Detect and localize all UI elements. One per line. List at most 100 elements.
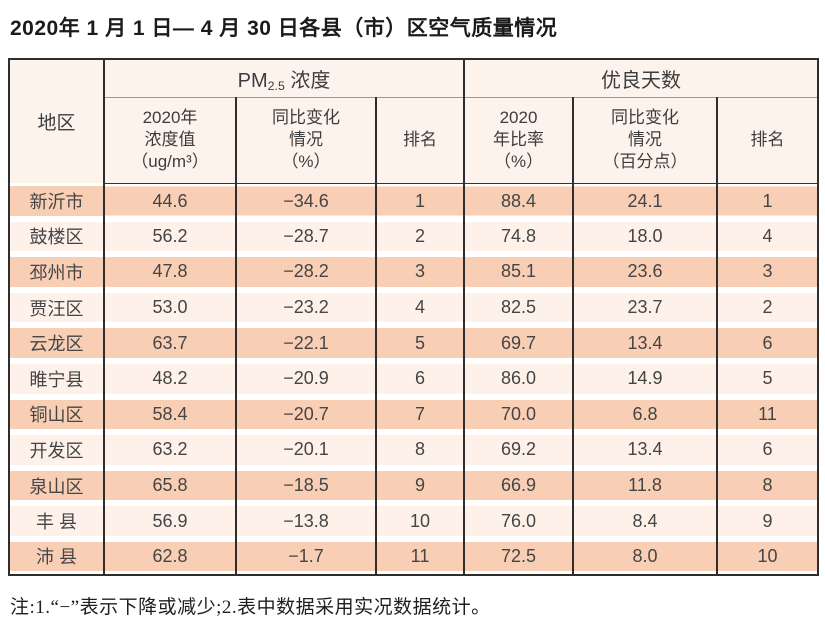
table-row: 贾汪区 53.0 −23.2 4 82.5 23.7 2 — [8, 289, 820, 326]
ratio-change-cell: 18.0 — [572, 218, 719, 255]
pm-change-cell: −1.7 — [235, 538, 377, 575]
pm-rank-cell: 11 — [374, 538, 466, 575]
ratio-rank-cell: 9 — [716, 503, 820, 539]
pm-subscript: 2.5 — [267, 78, 285, 93]
pm-rank-cell: 1 — [374, 183, 466, 219]
table-header: 地区 PM2.5 浓度 优良天数 2020年 浓度值 （ug/m³） 同比变化 … — [8, 59, 820, 184]
region-cell: 新沂市 — [8, 183, 105, 219]
ratio-cell: 70.0 — [463, 396, 575, 433]
region-cell: 开发区 — [8, 432, 105, 468]
pm-rank-cell: 2 — [374, 218, 466, 255]
ratio-cell: 86.0 — [463, 360, 575, 397]
good-change-header: 同比变化 情况 （百分点） — [572, 97, 719, 184]
pm-value-header: 2020年 浓度值 （ug/m³） — [103, 97, 237, 184]
pm-change-header: 同比变化 情况 （%） — [235, 97, 377, 184]
ratio-change-cell: 23.7 — [572, 289, 719, 326]
table-row: 开发区 63.2 −20.1 8 69.2 13.4 6 — [8, 432, 820, 468]
ratio-cell: 82.5 — [463, 289, 575, 326]
table-body: 新沂市 44.6 −34.6 1 88.4 24.1 1 鼓楼区 56.2 −2… — [8, 183, 820, 575]
pm-rank-cell: 5 — [374, 325, 466, 361]
ratio-cell: 69.7 — [463, 325, 575, 361]
table-row: 泉山区 65.8 −18.5 9 66.9 11.8 8 — [8, 467, 820, 504]
pm-change-cell: −23.2 — [235, 289, 377, 326]
ratio-rank-cell: 3 — [716, 254, 820, 290]
pm-value-cell: 56.2 — [103, 218, 237, 255]
table-row: 邳州市 47.8 −28.2 3 85.1 23.6 3 — [8, 254, 820, 290]
pm-value-cell: 65.8 — [103, 467, 237, 504]
pm-value-cell: 47.8 — [103, 254, 237, 290]
ratio-change-cell: 6.8 — [572, 396, 719, 433]
good-days-group-header: 优良天数 — [463, 59, 820, 98]
region-cell: 鼓楼区 — [8, 218, 105, 255]
pm-value-cell: 62.8 — [103, 538, 237, 575]
ratio-rank-cell: 6 — [716, 325, 820, 361]
ratio-cell: 88.4 — [463, 183, 575, 219]
region-cell: 泉山区 — [8, 467, 105, 504]
pm-change-cell: −28.7 — [235, 218, 377, 255]
ratio-cell: 85.1 — [463, 254, 575, 290]
pm-rank-cell: 3 — [374, 254, 466, 290]
pm-change-cell: −13.8 — [235, 503, 377, 539]
ratio-cell: 74.8 — [463, 218, 575, 255]
ratio-rank-cell: 1 — [716, 183, 820, 219]
pm-change-cell: −20.9 — [235, 360, 377, 397]
pm-change-cell: −18.5 — [235, 467, 377, 504]
ratio-change-cell: 24.1 — [572, 183, 719, 219]
region-cell: 云龙区 — [8, 325, 105, 361]
ratio-change-cell: 8.0 — [572, 538, 719, 575]
table-row: 新沂市 44.6 −34.6 1 88.4 24.1 1 — [8, 183, 820, 219]
region-cell: 铜山区 — [8, 396, 105, 433]
pm-change-cell: −34.6 — [235, 183, 377, 219]
pm-change-cell: −20.1 — [235, 432, 377, 468]
ratio-change-cell: 13.4 — [572, 325, 719, 361]
pm-concentration-label: 浓度 — [284, 69, 331, 92]
region-cell: 丰 县 — [8, 503, 105, 539]
group-header-row: 地区 PM2.5 浓度 优良天数 — [8, 59, 820, 183]
ratio-cell: 69.2 — [463, 432, 575, 468]
ratio-rank-cell: 10 — [716, 538, 820, 575]
region-cell: 睢宁县 — [8, 360, 105, 397]
region-cell: 贾汪区 — [8, 289, 105, 326]
ratio-rank-cell: 6 — [716, 432, 820, 468]
pm-rank-cell: 6 — [374, 360, 466, 397]
region-cell: 邳州市 — [8, 254, 105, 290]
pm-value-cell: 63.7 — [103, 325, 237, 361]
ratio-change-cell: 8.4 — [572, 503, 719, 539]
pm-rank-cell: 10 — [374, 503, 466, 539]
ratio-rank-cell: 8 — [716, 467, 820, 504]
ratio-cell: 66.9 — [463, 467, 575, 504]
ratio-change-cell: 23.6 — [572, 254, 719, 290]
pm-change-cell: −20.7 — [235, 396, 377, 433]
ratio-rank-cell: 4 — [716, 218, 820, 255]
region-cell: 沛 县 — [8, 538, 105, 575]
ratio-cell: 76.0 — [463, 503, 575, 539]
table-row: 沛 县 62.8 −1.7 11 72.5 8.0 10 — [8, 538, 820, 575]
good-ratio-header: 2020 年比率 （%） — [463, 97, 575, 184]
sub-header-row: 2020年 浓度值 （ug/m³） 同比变化 情况 （%） 排名 2020 年比… — [9, 97, 820, 184]
table-row: 云龙区 63.7 −22.1 5 69.7 13.4 6 — [8, 325, 820, 361]
pm-rank-cell: 7 — [374, 396, 466, 433]
pm-value-cell: 48.2 — [103, 360, 237, 397]
ratio-rank-cell: 2 — [716, 289, 820, 326]
pm-value-cell: 58.4 — [103, 396, 237, 433]
pm-change-cell: −28.2 — [235, 254, 377, 290]
ratio-cell: 72.5 — [463, 538, 575, 575]
pm-rank-header: 排名 — [374, 97, 466, 184]
table-row: 铜山区 58.4 −20.7 7 70.0 6.8 11 — [8, 396, 820, 433]
page-title: 2020年 1 月 1 日— 4 月 30 日各县（市）区空气质量情况 — [10, 17, 558, 40]
pm-value-cell: 53.0 — [103, 289, 237, 326]
ratio-rank-cell: 11 — [716, 396, 820, 433]
pm-value-cell: 56.9 — [103, 503, 237, 539]
pm-value-cell: 44.6 — [103, 183, 237, 219]
table-row: 鼓楼区 56.2 −28.7 2 74.8 18.0 4 — [8, 218, 820, 255]
good-rank-header: 排名 — [716, 97, 820, 184]
pm-rank-cell: 4 — [374, 289, 466, 326]
region-column-header: 地区 — [8, 59, 105, 183]
pm-value-cell: 63.2 — [103, 432, 237, 468]
pm-change-cell: −22.1 — [235, 325, 377, 361]
ratio-rank-cell: 5 — [716, 360, 820, 397]
pm25-group-header: PM2.5 浓度 — [102, 59, 466, 98]
air-quality-table: 地区 PM2.5 浓度 优良天数 2020年 浓度值 （ug/m³） 同比变化 … — [8, 58, 820, 576]
ratio-change-cell: 14.9 — [572, 360, 719, 397]
